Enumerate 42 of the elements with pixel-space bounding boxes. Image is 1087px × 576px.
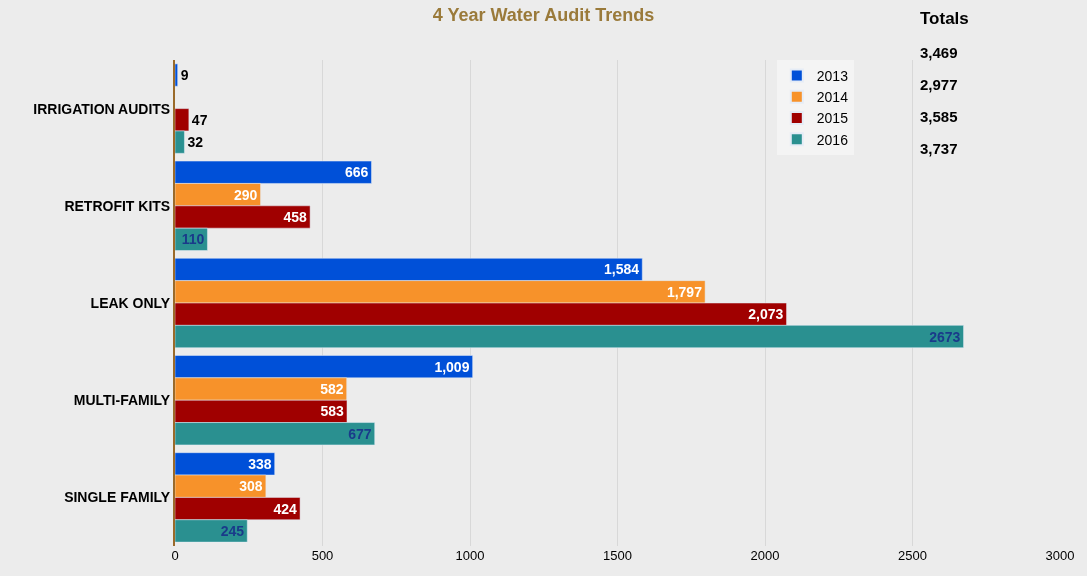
data-label: 245 [220,522,245,539]
data-label: 308 [239,478,263,495]
data-label: 2,073 [748,306,784,323]
data-label: 1,009 [434,358,470,375]
legend-label: 2014 [816,89,849,106]
data-label: 47 [191,111,208,128]
x-tick-label: 2000 [750,548,780,563]
x-tick-label: 0 [171,548,179,563]
data-label: 338 [248,455,272,472]
annotation: 3,585 [920,108,958,125]
bar [175,63,178,87]
annotation: 3,469 [920,44,958,61]
data-label: 677 [348,425,372,442]
data-label: 424 [273,500,298,517]
text: Totals [920,9,969,28]
x-tick-label: 500 [311,548,334,563]
x-tick-label: 2500 [898,548,927,563]
data-label: 666 [344,164,369,181]
y-tick-label: LEAK ONLY [90,294,171,311]
legend-label: 2013 [816,68,849,85]
data-label: 290 [233,186,258,203]
x-tick-label: 1000 [455,548,485,563]
x-tick-label: 1500 [603,548,632,563]
chart-title: 4 Year Water Audit Trends [432,5,655,26]
data-label: 32 [187,134,204,151]
data-label: 583 [320,403,344,420]
legend-label: 2015 [816,110,849,127]
data-label: 9 [180,67,189,84]
y-tick-label: RETROFIT KITS [64,197,171,214]
data-label: 110 [181,231,205,248]
data-label: 458 [283,208,308,225]
y-tick-label: IRRIGATION AUDITS [33,100,171,117]
annotation: 3,737 [920,140,958,157]
data-label: 2673 [929,328,961,345]
data-label: 1,797 [666,283,703,300]
x-tick-label: 3000 [1045,548,1075,563]
data-label: 1,584 [604,261,640,278]
legend-label: 2016 [816,131,849,148]
data-label: 582 [320,381,344,398]
y-tick-label: SINGLE FAMILY [64,489,171,506]
annotation: 2,977 [920,76,958,93]
y-tick-label: MULTI-FAMILY [73,392,171,409]
